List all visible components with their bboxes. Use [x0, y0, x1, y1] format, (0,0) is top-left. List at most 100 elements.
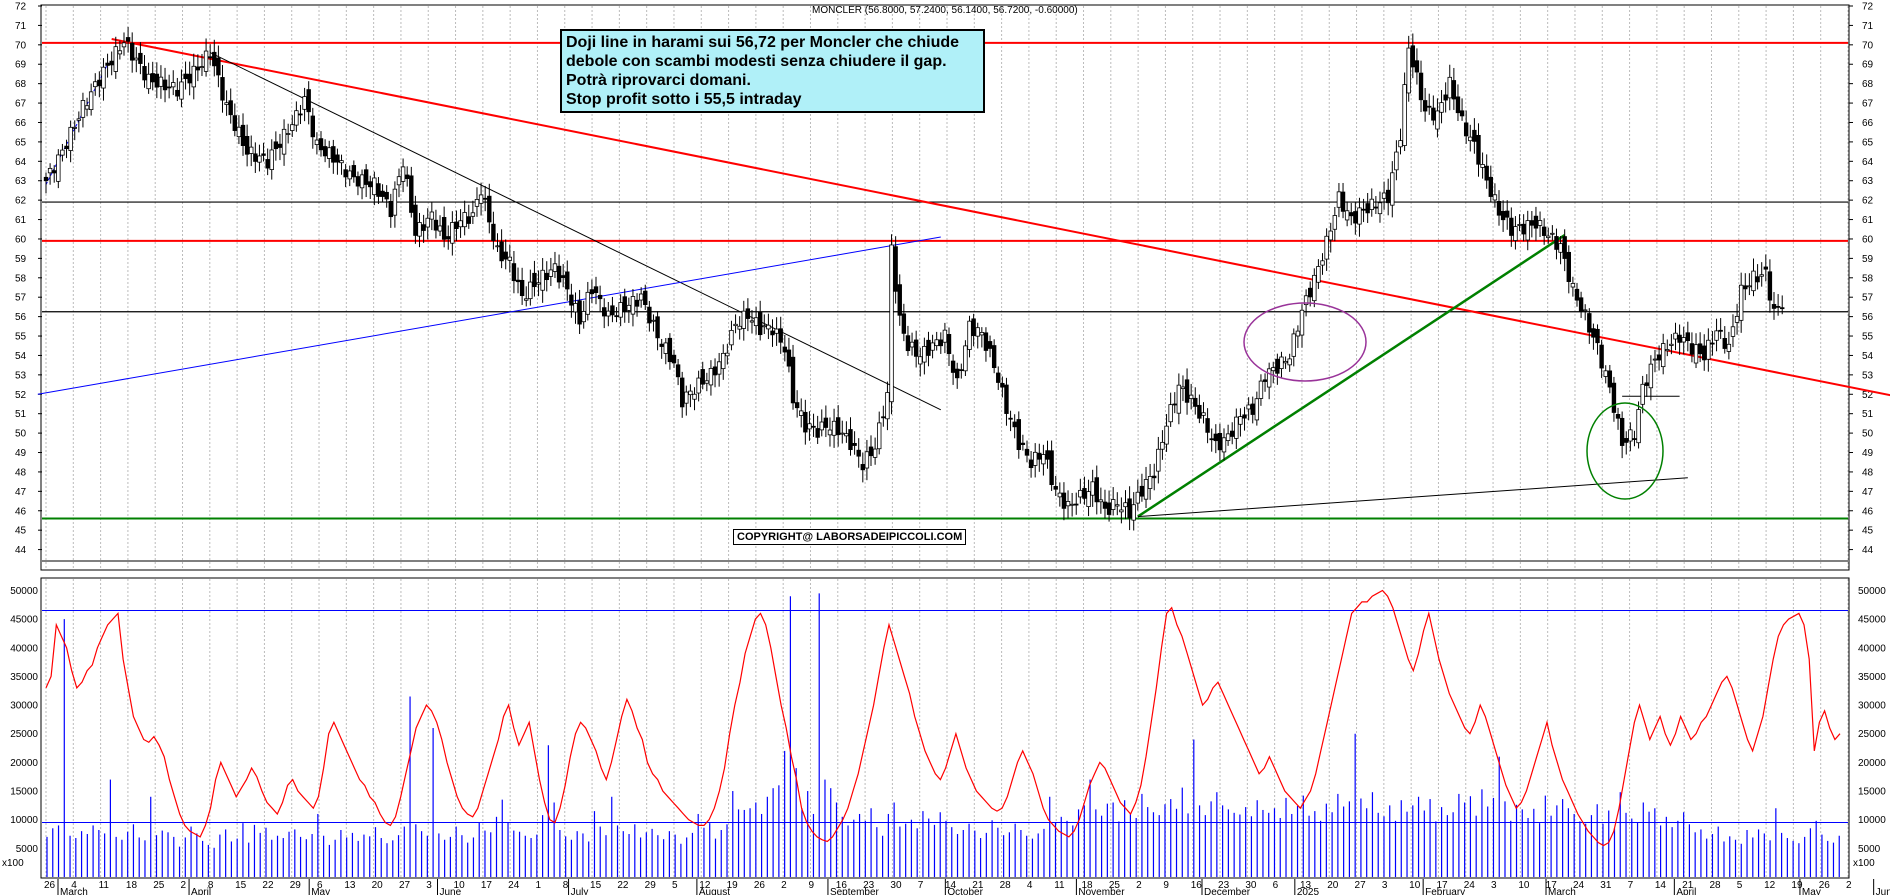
oscillator-line — [45, 589, 1841, 847]
candle-body — [220, 77, 225, 101]
price-tick-label: 60 — [15, 234, 27, 245]
price-tick-label: 57 — [1862, 293, 1874, 304]
x-day-label: 26 — [1819, 880, 1831, 891]
note-line-4: Stop profit sotto i 55,5 intraday — [566, 91, 802, 108]
candle-body — [121, 42, 127, 48]
candle-body — [72, 127, 77, 129]
price-tick-label: 53 — [15, 370, 27, 381]
candle-body — [1738, 284, 1744, 321]
candle-body — [1431, 107, 1436, 121]
x-day-label: 28 — [1000, 880, 1012, 891]
candle-body — [577, 300, 582, 325]
candle-body — [1406, 47, 1411, 94]
candle-body — [1702, 345, 1707, 361]
candle-body — [343, 169, 348, 178]
candle-body — [1221, 437, 1227, 453]
price-tick-label: 55 — [1862, 332, 1874, 343]
candle-body — [1357, 207, 1362, 225]
candle-body — [1147, 476, 1153, 489]
candle-body — [1258, 380, 1264, 399]
vertical-grid — [45, 6, 1849, 877]
candle-body — [503, 251, 508, 260]
price-tick-label: 60 — [1862, 234, 1874, 245]
candle-body — [1193, 397, 1198, 407]
candle-body — [1254, 398, 1260, 421]
candle-body — [1344, 210, 1350, 221]
candle-body — [807, 423, 812, 430]
x-day-label: 18 — [1082, 880, 1094, 891]
candle-body — [1381, 192, 1387, 199]
candle-body — [766, 324, 771, 330]
volume-tick-label: 40000 — [1858, 643, 1886, 654]
candle-body — [1188, 394, 1194, 399]
price-tick-label: 59 — [1862, 254, 1874, 265]
candle-body — [831, 420, 837, 436]
candle-body — [881, 416, 886, 419]
candle-body — [368, 181, 373, 188]
candle-body — [1143, 479, 1149, 500]
candle-body — [1086, 491, 1091, 507]
candle-body — [1755, 276, 1760, 283]
price-tick-label: 63 — [15, 176, 27, 187]
candle-body — [1238, 416, 1243, 425]
price-tick-label: 58 — [15, 273, 27, 284]
x-day-label: 16 — [1191, 880, 1203, 891]
candle-body — [454, 221, 459, 229]
price-tick-label: 69 — [15, 60, 27, 71]
candle-body — [1652, 358, 1658, 361]
price-tick-label: 50 — [15, 429, 27, 440]
candle-body — [474, 199, 480, 207]
volume-y-axis: 5000 5000 10000 10000 15000 15000 20000 20000 25… — [10, 586, 1886, 855]
candle-body — [1168, 404, 1173, 423]
candle-body — [840, 432, 845, 435]
candle-body — [1082, 488, 1087, 499]
candle-body — [819, 421, 824, 431]
scale-label-left: x100 — [2, 858, 24, 869]
candle-body — [1106, 502, 1112, 515]
candle-body — [528, 281, 533, 300]
candle-body — [1673, 332, 1678, 340]
candle-body — [1053, 486, 1058, 490]
candle-body — [499, 241, 504, 262]
candle-body — [1271, 367, 1276, 372]
candle-body — [524, 298, 529, 301]
price-tick-label: 68 — [1862, 79, 1874, 90]
candle-body — [704, 380, 710, 384]
candle-body — [930, 342, 935, 351]
x-day-label: 9 — [808, 880, 814, 891]
candle-body — [1180, 386, 1186, 390]
candle-body — [778, 328, 783, 343]
candle-body — [733, 323, 738, 327]
chart-title: MONCLER (56.8000, 57.2400, 56.1400, 56.7… — [812, 5, 1078, 16]
candle-body — [425, 217, 430, 228]
candle-body — [88, 91, 94, 111]
volume-tick-label: 20000 — [10, 758, 38, 769]
candle-body — [996, 372, 1001, 383]
candle-body — [708, 368, 714, 386]
candle-body — [1332, 215, 1338, 230]
x-day-label: 2 — [181, 880, 187, 891]
candle-body — [1550, 232, 1555, 235]
candle-body — [638, 293, 644, 301]
candle-body — [162, 79, 168, 91]
x-day-label: 5 — [672, 880, 678, 891]
candle-body — [1028, 459, 1034, 469]
candle-body — [175, 89, 180, 97]
candle-body — [909, 341, 915, 348]
volume-tick-label: 15000 — [1858, 787, 1886, 798]
x-day-label: 11 — [99, 880, 110, 891]
price-tick-label: 68 — [15, 79, 27, 90]
x-month-label: December — [1204, 887, 1251, 895]
candle-body — [433, 219, 439, 231]
candle-body — [1020, 442, 1026, 445]
copyright-label: COPYRIGHT@ LABORSADEIPICCOLI.COM — [733, 529, 967, 545]
candle-body — [893, 246, 898, 292]
price-tick-label: 52 — [1862, 390, 1874, 401]
candle-body — [64, 145, 69, 150]
analysis-note: Doji line in harami sui 56,72 per Moncle… — [560, 29, 985, 113]
price-tick-label: 65 — [15, 137, 27, 148]
candle-body — [1427, 105, 1432, 108]
candle-body — [1632, 438, 1637, 440]
candle-body — [955, 368, 960, 379]
candle-body — [154, 73, 160, 88]
